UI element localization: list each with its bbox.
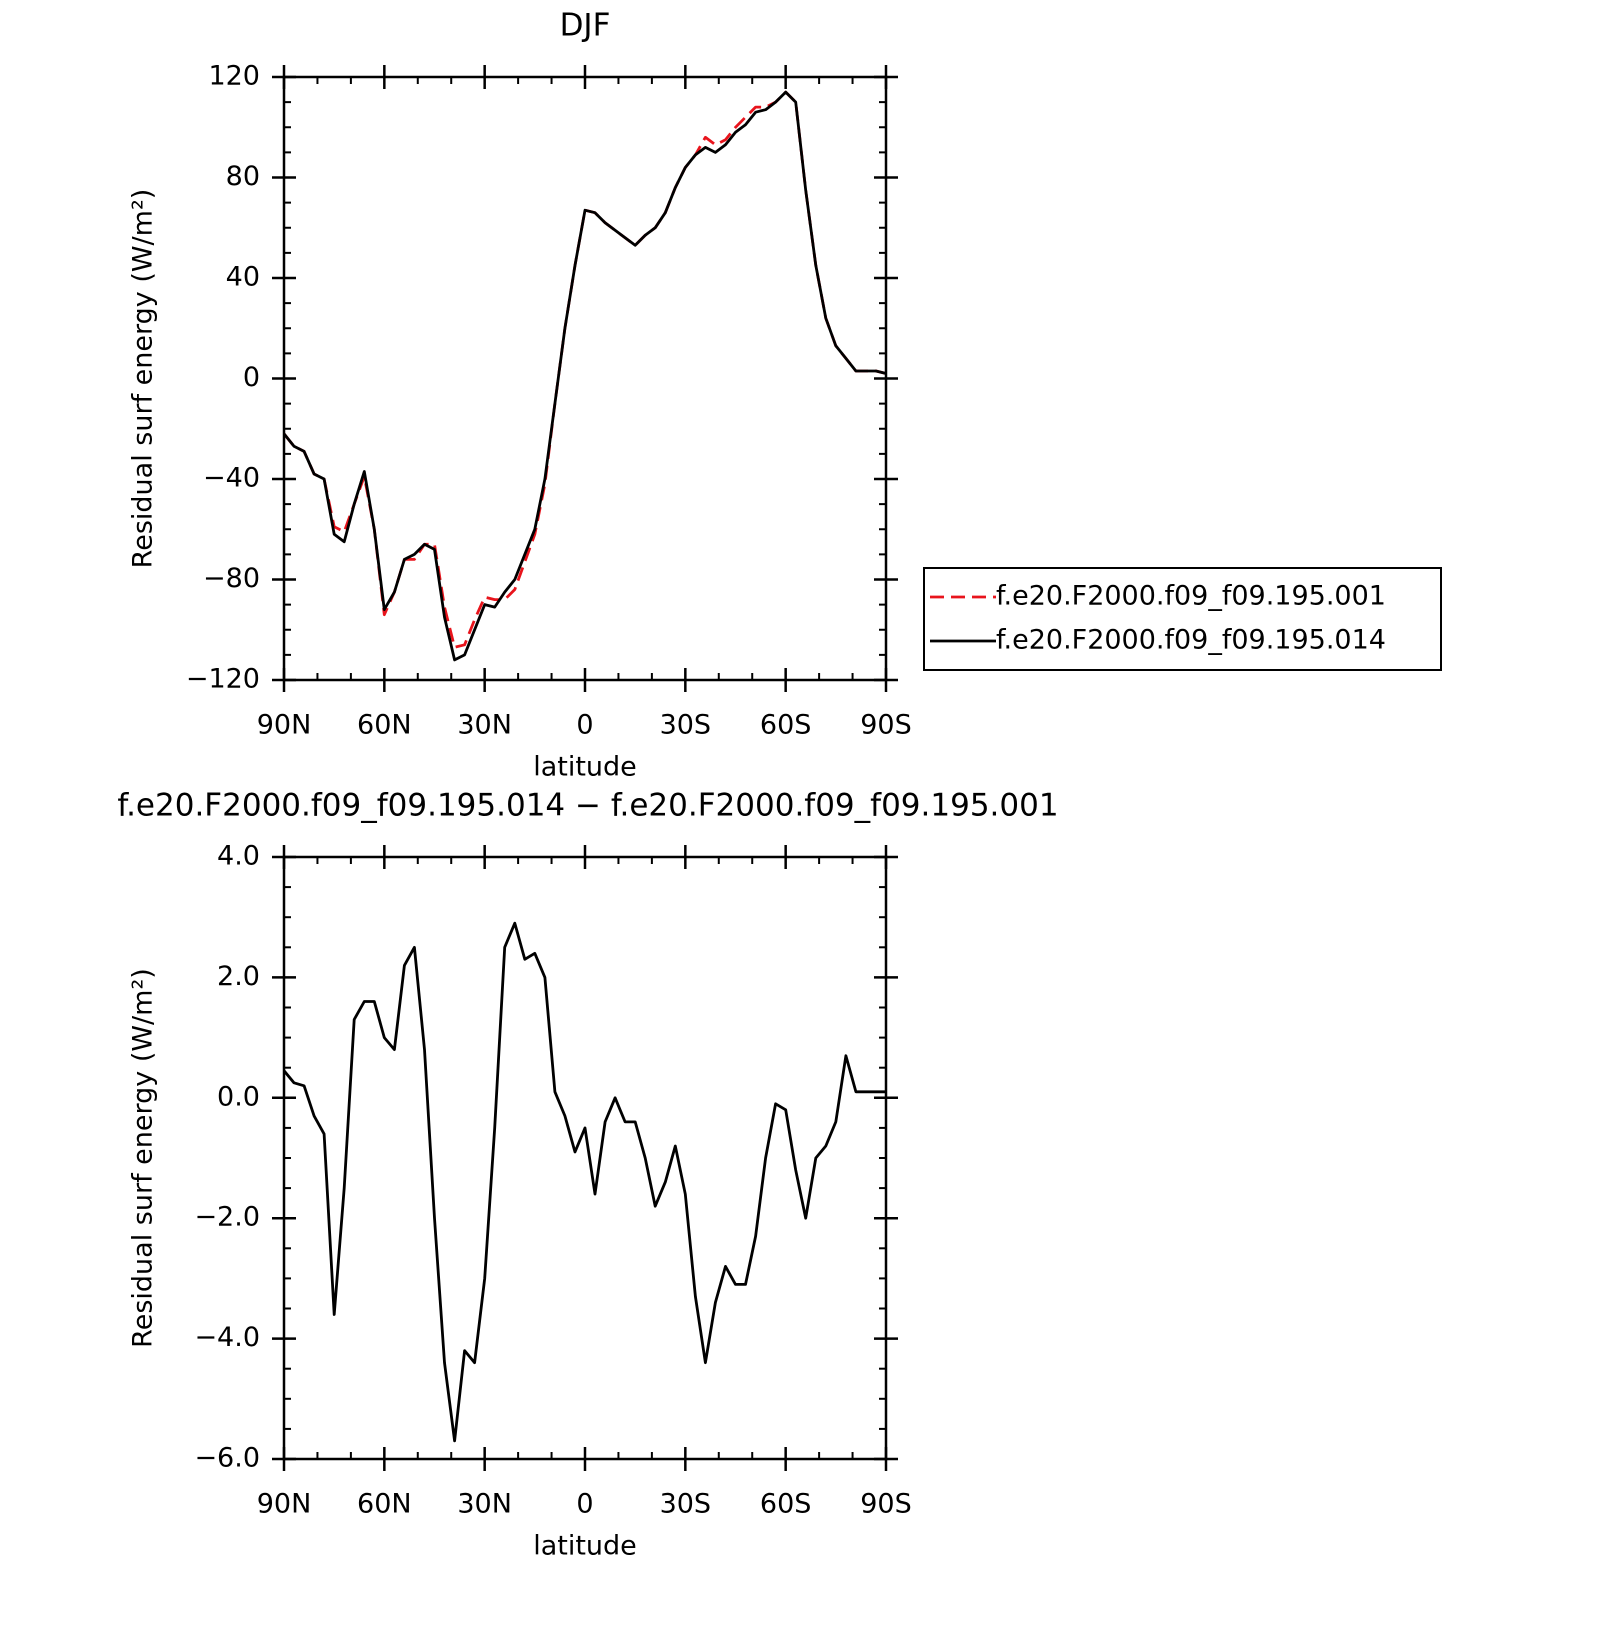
y-tick-label: −2.0	[194, 1202, 260, 1233]
data-line	[282, 921, 886, 1443]
y-tick-label: 2.0	[217, 961, 260, 992]
chart-title: f.e20.F2000.f09_f09.195.014 − f.e20.F200…	[117, 788, 1058, 824]
x-tick-label: 0	[576, 1489, 593, 1520]
y-tick-label: −80	[203, 563, 260, 594]
chart-title: DJF	[560, 8, 611, 44]
y-tick-label: 0	[243, 362, 260, 393]
x-tick-label: 0	[576, 710, 593, 741]
y-tick-label: 40	[226, 262, 260, 293]
y-tick-label: 120	[208, 61, 260, 92]
x-tick-label: 60S	[760, 710, 812, 741]
x-tick-label: 30N	[457, 1489, 512, 1520]
x-tick-label: 30S	[660, 1489, 712, 1520]
x-tick-label: 30N	[457, 710, 512, 741]
x-axis-label: latitude	[533, 1531, 637, 1562]
data-line	[282, 90, 887, 662]
y-tick-label: 0.0	[217, 1081, 260, 1112]
x-axis-label: latitude	[533, 752, 637, 783]
y-tick-label: −40	[203, 463, 260, 494]
y-tick-label: −120	[186, 664, 260, 695]
x-tick-label: 30S	[660, 710, 712, 741]
x-tick-label: 60N	[357, 1489, 412, 1520]
y-axis-label: Residual surf energy (W/m²)	[128, 968, 159, 1348]
y-tick-label: 80	[226, 161, 260, 192]
y-tick-label: −4.0	[194, 1322, 260, 1353]
y-axis-label: Residual surf energy (W/m²)	[128, 189, 159, 569]
legend-label: f.e20.F2000.f09_f09.195.001	[996, 581, 1386, 612]
legend-label: f.e20.F2000.f09_f09.195.014	[996, 625, 1386, 656]
data-line	[282, 90, 887, 649]
x-tick-label: 60S	[760, 1489, 812, 1520]
x-tick-label: 60N	[357, 710, 412, 741]
plot-frame	[282, 75, 888, 682]
legend-box	[923, 567, 1442, 671]
plot-frame	[282, 855, 888, 1461]
y-tick-label: −6.0	[194, 1443, 260, 1474]
x-tick-label: 90N	[257, 710, 312, 741]
x-tick-label: 90N	[257, 1489, 312, 1520]
x-tick-label: 90S	[860, 710, 912, 741]
x-tick-label: 90S	[860, 1489, 912, 1520]
y-tick-label: 4.0	[217, 841, 260, 872]
